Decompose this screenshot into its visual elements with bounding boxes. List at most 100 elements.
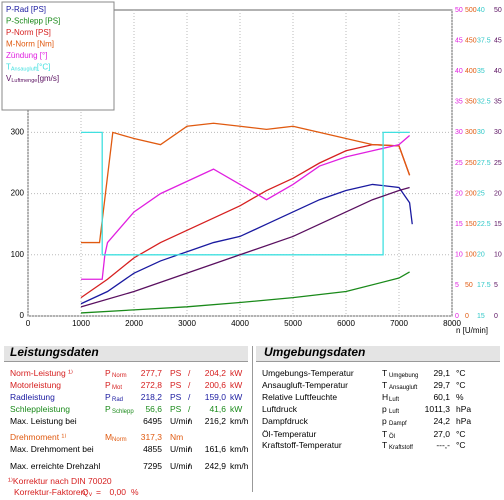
table-text: 218,2 [140, 392, 162, 402]
table-text: P [105, 404, 111, 414]
table-text: Umgebungs-Temperatur [262, 368, 354, 378]
right-tick-label: 15 [477, 313, 485, 320]
right-tick-label: 25 [494, 160, 502, 167]
legend-text: P-Rad [PS] [6, 5, 46, 14]
table-text: Kraftstoff-Temperatur [262, 440, 342, 450]
right-tick-label: 20 [494, 190, 502, 197]
right-tick-label: 50 [465, 282, 473, 289]
header-bar: Leistungsdaten [4, 346, 248, 362]
right-tick-label: 35 [455, 99, 463, 106]
table-text: M [105, 432, 113, 442]
divider [252, 346, 253, 492]
table-text: % [131, 487, 139, 497]
right-tick-label: 25 [477, 190, 485, 197]
right-tick-label: 27.5 [477, 160, 491, 167]
table-text: 24,2 [433, 416, 450, 426]
table-text: PS [170, 380, 182, 390]
table-text: 29,1 [433, 368, 450, 378]
table-text: Öl-Temperatur [262, 429, 317, 439]
x-tick-label: 6000 [337, 319, 355, 328]
table-text: 204,2 [204, 368, 226, 378]
right-tick-label: 17.5 [477, 282, 491, 289]
table-text: T [382, 368, 388, 378]
series-line [81, 122, 411, 244]
right-tick-label: 5 [455, 282, 459, 289]
table-text: Öl [389, 434, 395, 440]
legend-entry: P-Rad [PS] [6, 5, 46, 14]
table-text: Max. erreichte Drehzahl [10, 461, 101, 471]
table-text: 200,6 [204, 380, 226, 390]
right-tick-label: 20 [477, 252, 485, 259]
right-tick-label: 37.5 [477, 37, 491, 44]
table-text: 216,2 [204, 416, 226, 426]
legend-entry: Zündung [°] [6, 51, 47, 60]
x-tick-label: 5000 [284, 319, 302, 328]
table-text: PS [170, 404, 182, 414]
right-tick-label: 450 [465, 37, 477, 44]
legend-text: P-Norm [PS] [6, 28, 51, 37]
table-text: / [188, 368, 191, 378]
right-tick-label: 50 [494, 7, 502, 14]
right-tick-label: 100 [465, 252, 477, 259]
section-title: Umgebungsdaten [264, 345, 366, 359]
table-text: hPa [456, 404, 472, 414]
series-line [80, 186, 410, 308]
series-line [80, 271, 410, 314]
table-text: kW [230, 368, 243, 378]
legend-entry: P-Schlepp [PS] [6, 17, 60, 26]
header-bar: Umgebungsdaten [256, 346, 500, 362]
table-text: Kraftstoff [389, 445, 413, 451]
right-tick-label: 250 [465, 160, 477, 167]
right-tick-label: 350 [465, 99, 477, 106]
table-text: 0,00 [109, 487, 126, 497]
right-tick-label: 20 [455, 190, 463, 197]
table-text: P [105, 392, 111, 402]
right-tick-label: 400 [465, 68, 477, 75]
right-tick-label: 35 [494, 99, 502, 106]
legend-entry: VLuftmenge[gm/s] [6, 74, 59, 84]
table-text: % [456, 392, 464, 402]
right-tick-label: 40 [494, 68, 502, 75]
table-text: Norm [112, 437, 127, 443]
table-text: U/min [170, 461, 193, 471]
right-tick-label: 45 [494, 37, 502, 44]
table-text: / [188, 461, 191, 471]
y-tick-label: 200 [11, 189, 25, 198]
table-text: Norm-Leistung ¹⁾ [10, 368, 74, 378]
table-text: kW [230, 404, 243, 414]
legend-text: T [6, 63, 11, 72]
table-text: 159,0 [204, 392, 226, 402]
table-text: 41,6 [209, 404, 226, 414]
legend-text: V [6, 74, 12, 83]
table-text: P [105, 380, 111, 390]
table-text: T [382, 440, 388, 450]
right-tick-label: 200 [465, 190, 477, 197]
legend-text: [gm/s] [37, 74, 59, 83]
legend-text: Luftmenge [11, 78, 37, 84]
table-text: 317,3 [140, 432, 162, 442]
table-text: Motorleistung [10, 380, 62, 390]
table-text: km/h [230, 461, 249, 471]
table-text: 27,0 [433, 429, 450, 439]
table-text: PS [170, 392, 182, 402]
right-tick-label: 30 [477, 129, 485, 136]
table-text: km/h [230, 416, 249, 426]
table-text: Max. Drehmoment bei [10, 444, 94, 454]
table-text: 161,6 [204, 444, 226, 454]
table-text: Dampf [389, 421, 407, 427]
series-line [80, 183, 413, 305]
legend-box [1, 1, 115, 111]
x-tick-label: 7000 [390, 319, 408, 328]
right-tick-label: 35 [477, 68, 485, 75]
x-tick-label: 4000 [231, 319, 249, 328]
y-tick-label: 0 [20, 311, 25, 320]
table-text: km/h [230, 444, 249, 454]
table-text: kW [230, 380, 243, 390]
data-tables: Leistungsdaten Umgebungsdaten Norm-Leist… [0, 340, 504, 498]
right-tick-label: 25 [455, 160, 463, 167]
table-text: Schlepp [112, 409, 134, 415]
right-tick-label: 15 [455, 221, 463, 228]
table-text: PS [170, 368, 182, 378]
table-text: °C [456, 368, 466, 378]
right-tick-label: 0 [494, 313, 498, 320]
